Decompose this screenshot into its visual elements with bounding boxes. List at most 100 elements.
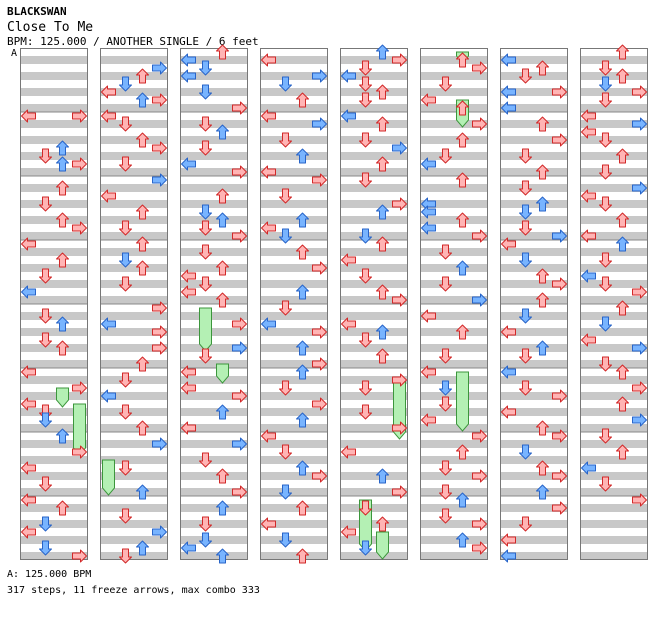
- beat-stripe: [500, 232, 568, 240]
- step-arrow-right: [472, 61, 487, 75]
- step-arrow-left: [261, 429, 276, 443]
- step-arrow-down: [279, 532, 292, 548]
- step-arrow-up: [536, 460, 549, 476]
- beat-stripe: [420, 408, 488, 416]
- beat-stripe: [260, 456, 328, 464]
- beat-stripe: [420, 200, 488, 208]
- beat-stripe: [180, 408, 248, 416]
- beat-stripe: [500, 216, 568, 224]
- beat-stripe: [100, 344, 168, 352]
- beat-stripe: [20, 456, 88, 464]
- step-arrow-up: [456, 324, 469, 340]
- step-arrow-left: [21, 109, 36, 123]
- step-arrow-down: [599, 252, 612, 268]
- step-arrow-right: [392, 53, 407, 67]
- beat-stripe: [500, 504, 568, 512]
- beat-stripe: [260, 200, 328, 208]
- step-arrow-up: [376, 204, 389, 220]
- step-arrow-up: [216, 188, 229, 204]
- beat-stripe: [180, 72, 248, 80]
- step-arrow-left: [421, 157, 436, 171]
- step-arrow-down: [199, 516, 212, 532]
- beat-stripe: [420, 168, 488, 176]
- step-arrow-up: [216, 468, 229, 484]
- beat-stripe: [180, 200, 248, 208]
- beat-stripe: [580, 72, 648, 80]
- step-arrow-down: [599, 316, 612, 332]
- step-arrow-down: [519, 148, 532, 164]
- beat-stripe: [580, 248, 648, 256]
- step-arrow-down: [279, 444, 292, 460]
- step-arrow-left: [101, 85, 116, 99]
- beat-stripe: [100, 216, 168, 224]
- beat-stripe: [180, 440, 248, 448]
- beat-stripe: [260, 360, 328, 368]
- step-arrow-right: [392, 421, 407, 435]
- beat-stripe: [260, 440, 328, 448]
- step-arrow-down: [119, 156, 132, 172]
- beat-stripe: [260, 312, 328, 320]
- beat-stripe: [340, 408, 408, 416]
- beat-stripe: [20, 552, 88, 560]
- step-arrow-right: [152, 141, 167, 155]
- beat-stripe: [580, 152, 648, 160]
- step-arrow-left: [181, 381, 196, 395]
- step-arrow-down: [599, 164, 612, 180]
- step-arrow-up: [376, 156, 389, 172]
- beat-stripe: [580, 392, 648, 400]
- bpm-summary: A: 125.000 BPM: [7, 569, 92, 580]
- step-arrow-up: [296, 212, 309, 228]
- step-arrow-right: [632, 341, 647, 355]
- step-arrow-right: [72, 445, 87, 459]
- step-arrow-right: [472, 517, 487, 531]
- beat-stripe: [500, 424, 568, 432]
- step-arrow-down: [599, 356, 612, 372]
- step-arrow-down: [199, 140, 212, 156]
- beat-stripe: [180, 280, 248, 288]
- beat-stripe: [180, 136, 248, 144]
- step-arrow-up: [536, 196, 549, 212]
- beat-stripe: [180, 152, 248, 160]
- step-arrow-left: [181, 53, 196, 67]
- beat-stripe: [500, 136, 568, 144]
- beat-stripe: [260, 520, 328, 528]
- song-title: Close To Me: [7, 20, 94, 35]
- beat-stripe: [500, 440, 568, 448]
- beat-stripe: [500, 200, 568, 208]
- step-arrow-right: [312, 469, 327, 483]
- step-arrow-down: [279, 300, 292, 316]
- step-arrow-down: [359, 540, 372, 556]
- beat-stripe: [100, 184, 168, 192]
- beat-stripe: [20, 424, 88, 432]
- step-arrow-up: [56, 180, 69, 196]
- step-arrow-down: [519, 380, 532, 396]
- beat-stripe: [580, 456, 648, 464]
- step-arrow-down: [519, 252, 532, 268]
- step-arrow-up: [456, 172, 469, 188]
- freeze-arrow: [73, 403, 86, 456]
- step-arrow-right: [152, 61, 167, 75]
- step-arrow-down: [279, 484, 292, 500]
- step-arrow-right: [312, 117, 327, 131]
- beat-stripe: [180, 120, 248, 128]
- beat-stripe: [580, 312, 648, 320]
- step-arrow-up: [56, 428, 69, 444]
- step-arrow-up: [456, 100, 469, 116]
- step-arrow-right: [632, 381, 647, 395]
- beat-stripe: [100, 312, 168, 320]
- step-arrow-left: [581, 269, 596, 283]
- beat-stripe: [420, 312, 488, 320]
- step-arrow-up: [296, 92, 309, 108]
- beat-stripe: [260, 120, 328, 128]
- beat-stripe: [100, 392, 168, 400]
- step-arrow-down: [119, 372, 132, 388]
- beat-stripe: [180, 232, 248, 240]
- beat-stripe: [180, 504, 248, 512]
- beat-stripe: [420, 504, 488, 512]
- step-arrow-down: [39, 476, 52, 492]
- step-arrow-down: [599, 428, 612, 444]
- step-arrow-down: [279, 76, 292, 92]
- beat-stripe: [20, 520, 88, 528]
- step-arrow-down: [359, 268, 372, 284]
